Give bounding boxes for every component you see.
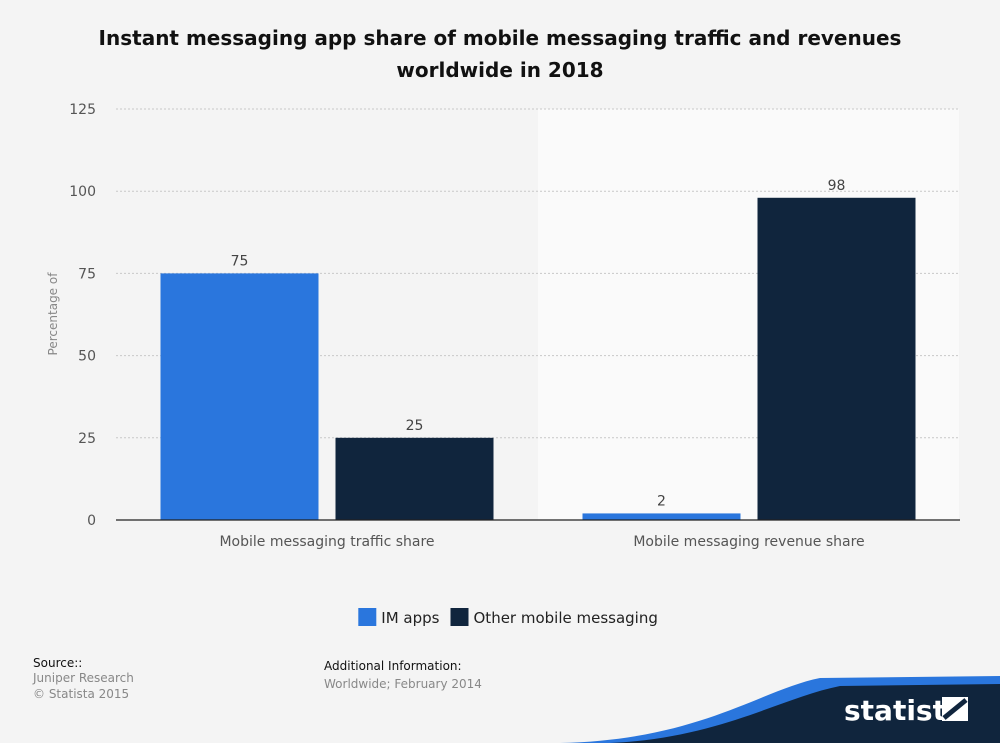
legend-swatch	[450, 608, 469, 626]
y-tick-label: 125	[69, 102, 96, 118]
source-label: Source::	[33, 656, 83, 670]
legend-label[interactable]: IM apps	[381, 609, 439, 627]
y-tick-label: 0	[87, 513, 96, 529]
info-text: Worldwide; February 2014	[324, 677, 482, 691]
additional-info-block: Additional Information: Worldwide; Febru…	[324, 659, 482, 693]
bar-other-mobile-messaging-1[interactable]	[757, 197, 916, 520]
y-tick-label: 100	[69, 184, 96, 200]
bar-other-mobile-messaging-0[interactable]	[335, 437, 494, 520]
data-label: 2	[657, 493, 666, 509]
source-line-2: © Statista 2015	[33, 687, 130, 701]
y-tick-label: 50	[78, 349, 96, 365]
chart-title: Instant messaging app share of mobile me…	[98, 26, 902, 82]
bar-im-apps-1[interactable]	[582, 513, 741, 520]
source-block: Source:: Juniper Research © Statista 201…	[33, 656, 134, 702]
info-label: Additional Information:	[324, 659, 462, 673]
legend-swatch	[358, 608, 377, 626]
x-category-label: Mobile messaging revenue share	[633, 534, 864, 550]
y-axis-label: Percentage of	[46, 272, 60, 356]
x-category-label: Mobile messaging traffic share	[219, 534, 434, 550]
data-label: 25	[406, 418, 424, 434]
legend-label[interactable]: Other mobile messaging	[474, 609, 658, 627]
bar-im-apps-0[interactable]	[160, 273, 319, 520]
data-label: 75	[231, 253, 249, 269]
y-tick-label: 75	[78, 266, 96, 282]
data-label: 98	[828, 178, 846, 194]
y-tick-label: 25	[78, 431, 96, 447]
source-line-1: Juniper Research	[33, 671, 134, 685]
